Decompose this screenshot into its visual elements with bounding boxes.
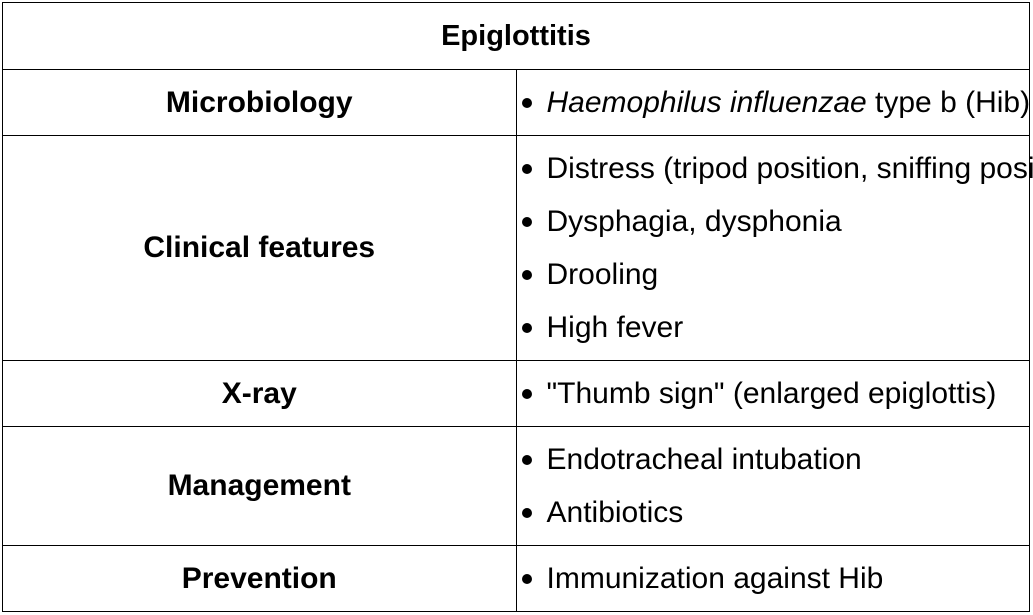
bullet-icon — [521, 217, 532, 227]
list-item: Distress (tripod position, sniffing posi… — [517, 142, 1033, 195]
bullet-icon — [521, 164, 532, 174]
xray-label: X-ray — [2, 360, 517, 427]
list-item-text: Immunization against Hib — [546, 562, 884, 595]
table-title: Epiglottitis — [2, 2, 1030, 70]
bullet-icon — [521, 574, 532, 584]
list-item: Dysphagia, dysphonia — [517, 195, 1030, 248]
microbiology-content: Haemophilus influenzae type b (Hib) — [515, 69, 1030, 136]
bullet-icon — [521, 323, 532, 333]
list-item: Drooling — [517, 248, 1030, 301]
title-row: Epiglottitis — [2, 2, 1030, 70]
microbiology-label: Microbiology — [2, 69, 517, 136]
management-list: Endotracheal intubation Antibiotics — [517, 433, 1030, 539]
clinical-features-content: Distress (tripod position, sniffing posi… — [515, 135, 1033, 361]
list-item: Immunization against Hib — [517, 552, 1030, 605]
clinical-features-row: Clinical features Distress (tripod posit… — [2, 135, 1033, 361]
bullet-icon — [521, 508, 532, 518]
management-row: Management Endotracheal intubation Antib… — [2, 426, 1030, 546]
clinical-features-list: Distress (tripod position, sniffing posi… — [517, 142, 1033, 354]
list-item: High fever — [517, 301, 1030, 354]
list-item-text: High fever — [546, 311, 684, 344]
list-item-text: "Thumb sign" (enlarged epiglottis) — [546, 377, 997, 410]
list-item: Haemophilus influenzae type b (Hib) — [517, 76, 1030, 129]
xray-row: X-ray "Thumb sign" (enlarged epiglottis) — [2, 360, 1030, 427]
bullet-icon — [521, 98, 532, 108]
prevention-label: Prevention — [2, 545, 517, 612]
bullet-icon — [521, 389, 532, 399]
bullet-icon — [521, 455, 532, 465]
management-content: Endotracheal intubation Antibiotics — [515, 426, 1030, 546]
list-item-text: Antibiotics — [546, 496, 684, 529]
bullet-icon — [521, 270, 532, 280]
list-item-text: Endotracheal intubation — [546, 443, 862, 476]
list-item-text: Dysphagia, dysphonia — [546, 205, 842, 238]
prevention-row: Prevention Immunization against Hib — [2, 545, 1030, 612]
list-item: Endotracheal intubation — [517, 433, 1030, 486]
microbiology-list: Haemophilus influenzae type b (Hib) — [517, 76, 1030, 129]
microbiology-row: Microbiology Haemophilus influenzae type… — [2, 69, 1030, 136]
organism-type: type b (Hib) — [866, 86, 1031, 119]
list-item: "Thumb sign" (enlarged epiglottis) — [517, 367, 1030, 420]
list-item-text: Distress (tripod position, sniffing posi… — [546, 152, 1033, 185]
xray-list: "Thumb sign" (enlarged epiglottis) — [517, 367, 1030, 420]
list-item: Antibiotics — [517, 486, 1030, 539]
organism-name: Haemophilus influenzae — [546, 86, 867, 119]
xray-content: "Thumb sign" (enlarged epiglottis) — [515, 360, 1030, 427]
prevention-content: Immunization against Hib — [515, 545, 1030, 612]
prevention-list: Immunization against Hib — [517, 552, 1030, 605]
management-label: Management — [2, 426, 517, 546]
list-item-text: Drooling — [546, 258, 659, 291]
clinical-features-label: Clinical features — [2, 135, 517, 361]
